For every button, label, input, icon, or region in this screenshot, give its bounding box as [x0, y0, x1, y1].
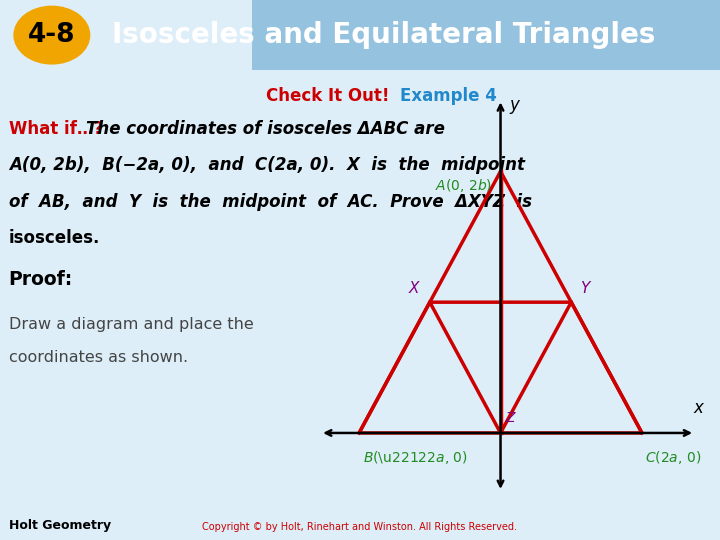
Text: y: y — [510, 96, 520, 113]
Text: Check It Out!: Check It Out! — [266, 86, 390, 105]
Text: $\mathit{X}$: $\mathit{X}$ — [408, 280, 421, 296]
Text: $\mathit{A}$(0, 2$\mathit{b}$): $\mathit{A}$(0, 2$\mathit{b}$) — [435, 177, 492, 194]
Text: A(0, 2b),  B(−2a, 0),  and  C(2a, 0).  X  is  the  midpoint: A(0, 2b), B(−2a, 0), and C(2a, 0). X is … — [9, 156, 525, 174]
Text: $\mathit{Z}$: $\mathit{Z}$ — [505, 411, 518, 425]
Text: 4-8: 4-8 — [28, 22, 76, 48]
Text: What if…?: What if…? — [9, 119, 103, 138]
Text: x: x — [693, 399, 703, 417]
Text: Copyright © by Holt, Rinehart and Winston. All Rights Reserved.: Copyright © by Holt, Rinehart and Winsto… — [202, 522, 518, 531]
Text: Proof:: Proof: — [9, 270, 73, 289]
Text: isosceles.: isosceles. — [9, 230, 100, 247]
Text: $\mathit{B}$(\u22122$\mathit{a}$, 0): $\mathit{B}$(\u22122$\mathit{a}$, 0) — [363, 449, 467, 465]
Text: The coordinates of isosceles Δ​ABC are: The coordinates of isosceles Δ​ABC are — [86, 119, 445, 138]
FancyBboxPatch shape — [252, 0, 720, 70]
Text: Example 4: Example 4 — [400, 86, 497, 105]
Ellipse shape — [14, 6, 89, 64]
Text: $\mathit{Y}$: $\mathit{Y}$ — [580, 280, 592, 296]
Text: Draw a diagram and place the: Draw a diagram and place the — [9, 317, 253, 332]
Text: of  AB,  and  Y  is  the  midpoint  of  AC.  Prove  ΔXYZ  is: of AB, and Y is the midpoint of AC. Prov… — [9, 193, 531, 211]
Text: Holt Geometry: Holt Geometry — [9, 518, 111, 531]
Text: coordinates as shown.: coordinates as shown. — [9, 350, 188, 364]
Text: Isosceles and Equilateral Triangles: Isosceles and Equilateral Triangles — [112, 21, 655, 49]
Text: $\mathit{C}$(2$\mathit{a}$, 0): $\mathit{C}$(2$\mathit{a}$, 0) — [646, 449, 702, 465]
